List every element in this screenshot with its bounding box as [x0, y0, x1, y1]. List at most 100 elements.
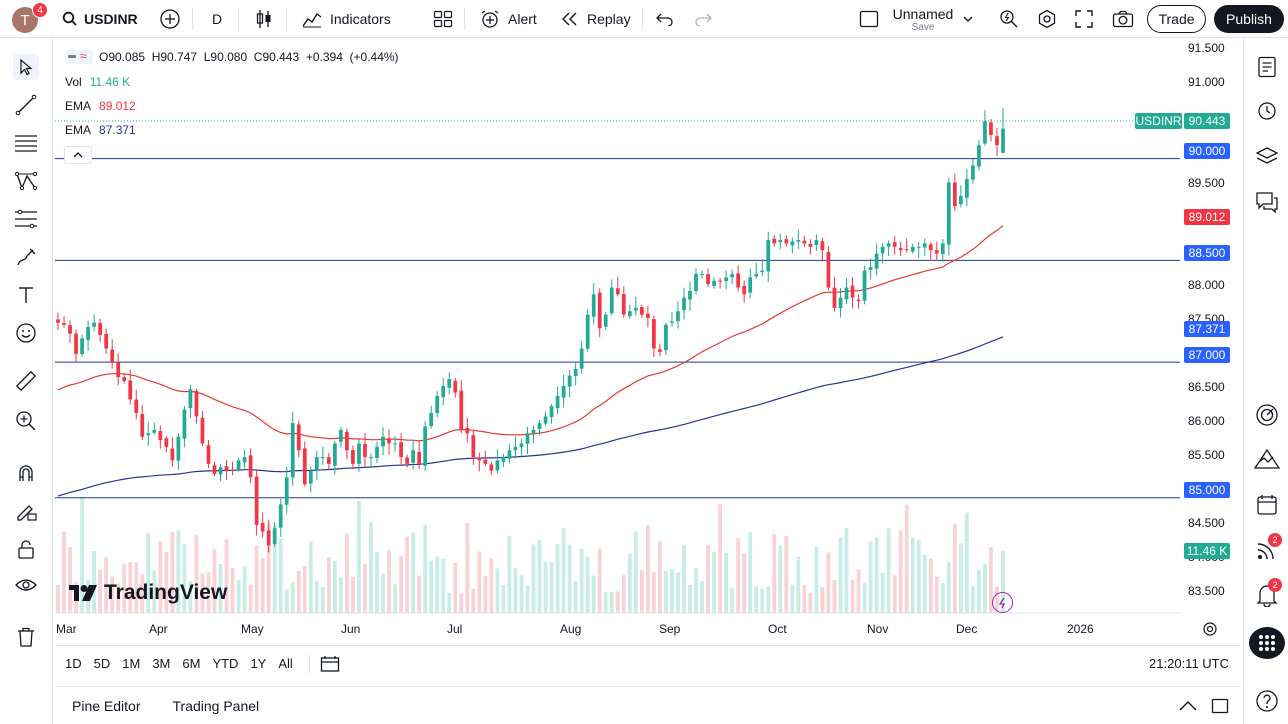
volume-bar — [447, 592, 452, 613]
range-button-1y[interactable]: 1Y — [250, 656, 267, 671]
volume-bar — [146, 532, 151, 613]
keep-drawing-tool[interactable] — [13, 498, 39, 524]
zoom-tool[interactable] — [13, 408, 39, 434]
indicators-button[interactable]: Indicators — [302, 0, 391, 38]
hotlists-button[interactable] — [1252, 400, 1282, 430]
measure-tool[interactable] — [13, 368, 39, 394]
quick-search-button[interactable] — [999, 0, 1019, 38]
range-button-all[interactable]: All — [278, 656, 293, 671]
legend-visibility-toggle[interactable]: ≈ — [65, 49, 93, 64]
candle-body — [826, 251, 831, 288]
products-menu-button[interactable] — [1249, 627, 1285, 659]
object-tree-button[interactable] — [1252, 141, 1282, 171]
panel-expand-button[interactable] — [1179, 700, 1197, 711]
notifications-button[interactable]: 2 — [1252, 578, 1282, 610]
trade-button[interactable]: Trade — [1147, 5, 1206, 33]
range-button-1d[interactable]: 1D — [65, 656, 82, 671]
pine-editor-tab[interactable]: Pine Editor — [72, 697, 141, 714]
hide-drawings-tool[interactable] — [13, 572, 39, 598]
chats-button[interactable] — [1252, 187, 1282, 217]
snapshot-button[interactable] — [1112, 0, 1134, 38]
publish-button[interactable]: Publish — [1214, 5, 1284, 33]
minus-icon — [68, 55, 76, 58]
volume-bar — [838, 537, 843, 613]
range-button-3m[interactable]: 3M — [152, 656, 171, 671]
layout-toggle[interactable] — [859, 0, 879, 38]
rewind-icon — [562, 12, 577, 25]
candle-body — [531, 429, 536, 434]
watchlist-button[interactable] — [1252, 52, 1282, 82]
range-button-5d[interactable]: 5D — [93, 656, 111, 671]
range-button-6m[interactable]: 6M — [182, 656, 201, 671]
candle-body — [838, 297, 843, 309]
alert-button[interactable]: Alert — [480, 0, 537, 38]
volume-bar — [290, 582, 295, 613]
legend-volume[interactable]: Vol 11.46 K — [65, 75, 130, 89]
goto-date-button[interactable] — [320, 655, 340, 673]
legend-ema-fast[interactable]: EMA 89.012 — [65, 99, 136, 113]
watchlist-icon — [1258, 56, 1276, 78]
fullscreen-button[interactable] — [1075, 0, 1093, 38]
panel-maximize-button[interactable] — [1211, 698, 1229, 714]
replay-button[interactable]: Replay — [561, 0, 631, 38]
undo-button[interactable] — [656, 0, 674, 38]
text-tool[interactable] — [13, 282, 39, 308]
calendar-button[interactable] — [1252, 490, 1282, 520]
trend-line-tool[interactable] — [13, 92, 39, 118]
layout-menu-chevron[interactable] — [962, 0, 974, 38]
legend-collapse-button[interactable] — [64, 146, 92, 164]
fib-tool[interactable] — [13, 206, 39, 232]
layouts-button[interactable] — [433, 0, 453, 38]
candle-body — [615, 288, 620, 295]
compare-add-button[interactable] — [159, 0, 181, 38]
remove-drawings-tool[interactable] — [13, 624, 39, 650]
volume-bar — [832, 579, 837, 613]
candle-body — [977, 145, 981, 167]
candle-body — [652, 319, 656, 349]
streams-button[interactable]: 2 — [1252, 533, 1282, 565]
help-button[interactable] — [1252, 686, 1282, 716]
candle-body — [333, 443, 337, 466]
toolbar-divider — [238, 8, 239, 30]
ideas-stream-button[interactable] — [1252, 444, 1282, 474]
lock-drawings-tool[interactable] — [13, 536, 39, 562]
candle-body — [423, 426, 428, 466]
magnet-tool[interactable] — [13, 460, 39, 486]
volume-bar — [200, 573, 205, 613]
volume-bar — [158, 541, 163, 613]
layout-square-icon — [859, 10, 879, 27]
icon-tool[interactable] — [13, 320, 39, 346]
cursor-tool[interactable] — [13, 54, 39, 80]
grid-dots-icon — [1259, 635, 1275, 651]
settings-button[interactable] — [1037, 0, 1057, 38]
lightning-event-marker[interactable] — [992, 592, 1013, 613]
utc-clock[interactable]: 21:20:11 UTC — [1149, 656, 1229, 671]
price-chart[interactable] — [55, 40, 1241, 645]
time-tick: Jul — [447, 622, 463, 636]
pattern-tool[interactable] — [13, 168, 39, 194]
volume-bar — [218, 563, 223, 613]
axis-settings-button[interactable] — [1202, 621, 1218, 642]
legend-ema-slow[interactable]: EMA 87.371 — [65, 123, 136, 137]
layout-name-button[interactable]: Unnamed Save — [892, 5, 954, 35]
volume-bar — [363, 564, 367, 613]
redo-button[interactable] — [694, 0, 712, 38]
chart-type-button[interactable] — [255, 0, 273, 38]
horizontal-lines-tool[interactable] — [13, 130, 39, 156]
cursor-arrow-icon — [20, 58, 33, 76]
trading-panel-tab[interactable]: Trading Panel — [172, 697, 260, 714]
range-divider — [308, 653, 310, 674]
volume-bar — [983, 563, 987, 613]
range-button-ytd[interactable]: YTD — [212, 656, 239, 671]
symbol-search[interactable]: USDINR — [62, 0, 138, 38]
interval-button[interactable]: D — [212, 0, 222, 38]
candle-body — [248, 455, 253, 478]
brush-tool[interactable] — [13, 244, 39, 270]
top-toolbar: T 4 USDINR D Indicators Alert Replay Unn… — [0, 0, 1288, 38]
volume-bar — [862, 583, 867, 613]
ema-slow-line — [57, 336, 1004, 497]
volume-bar — [537, 540, 542, 613]
volume-bar — [182, 544, 187, 613]
range-button-1m[interactable]: 1M — [122, 656, 141, 671]
alerts-button[interactable] — [1252, 95, 1282, 125]
